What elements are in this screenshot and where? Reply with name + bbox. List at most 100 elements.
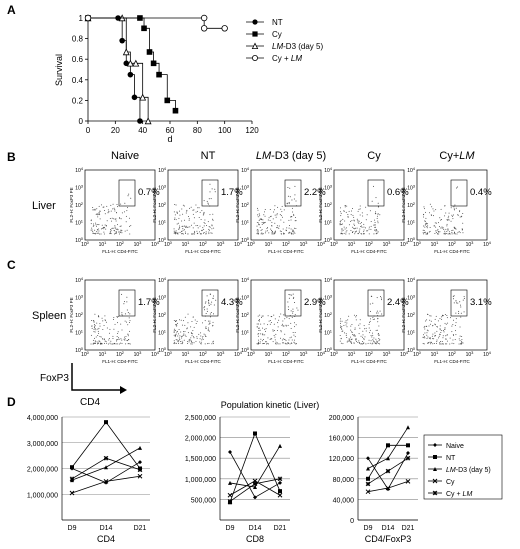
flow-event: [271, 229, 273, 231]
flow-event: [126, 321, 128, 323]
flow-event: [459, 232, 461, 234]
flow-event: [95, 222, 97, 224]
flow-event: [293, 231, 295, 233]
flow-event: [173, 232, 175, 234]
flow-event: [208, 228, 210, 230]
flow-event: [109, 342, 111, 344]
flow-event: [436, 342, 438, 344]
flow-event: [90, 229, 92, 231]
flow-event: [99, 323, 101, 325]
flow-event: [174, 231, 176, 233]
flow-event: [440, 340, 442, 342]
kinetic-x-tick-label: D14: [382, 525, 395, 532]
flow-event: [439, 231, 441, 233]
flow-x-tick-label: 101: [182, 350, 191, 358]
flow-gated-event: [123, 301, 125, 303]
flow-event: [177, 222, 179, 224]
flow-y-tick-label: 101: [75, 219, 84, 227]
flow-event: [193, 233, 195, 235]
flow-event: [294, 216, 296, 218]
flow-gate-percent: 1.7%: [221, 187, 243, 198]
flow-event: [94, 337, 96, 339]
survival-x-tick-label: 40: [138, 126, 147, 135]
flow-event: [352, 231, 354, 233]
flow-event: [440, 332, 442, 334]
kinetic-title: Population kinetic (Liver): [220, 400, 320, 410]
flow-event: [371, 343, 373, 345]
flow-event: [205, 328, 207, 330]
flow-event: [453, 214, 455, 216]
flow-event: [273, 323, 275, 325]
flow-event: [184, 316, 186, 318]
flow-x-tick-label: 103: [134, 240, 143, 248]
flow-event: [101, 224, 103, 226]
flow-event: [128, 343, 130, 345]
legend-marker: [252, 19, 258, 25]
flow-event: [455, 207, 457, 209]
flow-event: [91, 327, 93, 329]
flow-event: [114, 225, 116, 227]
flow-event: [105, 225, 107, 227]
flow-event: [95, 341, 97, 343]
flow-event: [284, 318, 286, 320]
flow-event: [339, 322, 341, 324]
flow-event: [183, 334, 185, 336]
flow-event: [104, 209, 106, 211]
legend-marker: [251, 55, 258, 62]
flow-event: [341, 223, 343, 225]
flow-event: [104, 226, 106, 228]
kinetic-y-tick-label: 120,000: [329, 456, 354, 463]
flow-event: [358, 208, 360, 210]
flow-event: [369, 320, 371, 322]
flow-y-tick-label: 103: [158, 184, 167, 192]
flow-plot-frame: [167, 169, 239, 241]
flow-event: [339, 320, 341, 322]
flow-event: [434, 323, 436, 325]
flow-y-tick-label: 101: [158, 219, 167, 227]
flow-gated-event: [205, 312, 207, 314]
flow-event: [259, 226, 261, 228]
flow-event: [284, 333, 286, 335]
flow-event: [94, 331, 96, 333]
flow-event: [113, 343, 115, 345]
flow-event: [183, 333, 185, 335]
flow-event: [446, 340, 448, 342]
flow-event: [377, 341, 379, 343]
flow-gated-event: [210, 303, 212, 305]
flow-x-tick-label: 100: [247, 240, 256, 248]
flow-event: [203, 333, 205, 335]
flow-event: [186, 210, 188, 212]
kinetic-y-tick-label: 200,000: [329, 415, 354, 422]
flow-event: [111, 220, 113, 222]
kinetic-y-tick-label: 40,000: [333, 497, 355, 504]
flow-event: [275, 333, 277, 335]
flow-event: [462, 212, 464, 214]
flow-event: [435, 335, 437, 337]
flow-event: [357, 221, 359, 223]
flow-y-tick-label: 101: [324, 329, 333, 337]
flow-event: [454, 330, 456, 332]
flow-event: [289, 343, 291, 345]
flow-gated-event: [288, 297, 290, 299]
flow-gated-event: [292, 311, 294, 313]
flow-event: [118, 233, 120, 235]
flow-y-tick-label: 100: [407, 236, 416, 244]
flow-event: [201, 337, 203, 339]
flow-event: [180, 343, 182, 345]
flow-event: [272, 330, 274, 332]
flow-event: [97, 335, 99, 337]
flow-event: [92, 319, 94, 321]
kinetic-legend-frame: [423, 434, 503, 500]
flow-event: [429, 323, 431, 325]
flow-event: [181, 233, 183, 235]
flow-event: [368, 226, 370, 228]
flow-event: [187, 215, 189, 217]
flow-event: [294, 314, 296, 316]
flow-event: [268, 217, 270, 219]
flow-event: [271, 233, 273, 235]
flow-event: [199, 338, 201, 340]
flow-event: [453, 208, 455, 210]
flow-event: [375, 343, 377, 345]
flow-gated-event: [459, 301, 461, 303]
flow-event: [375, 226, 377, 228]
